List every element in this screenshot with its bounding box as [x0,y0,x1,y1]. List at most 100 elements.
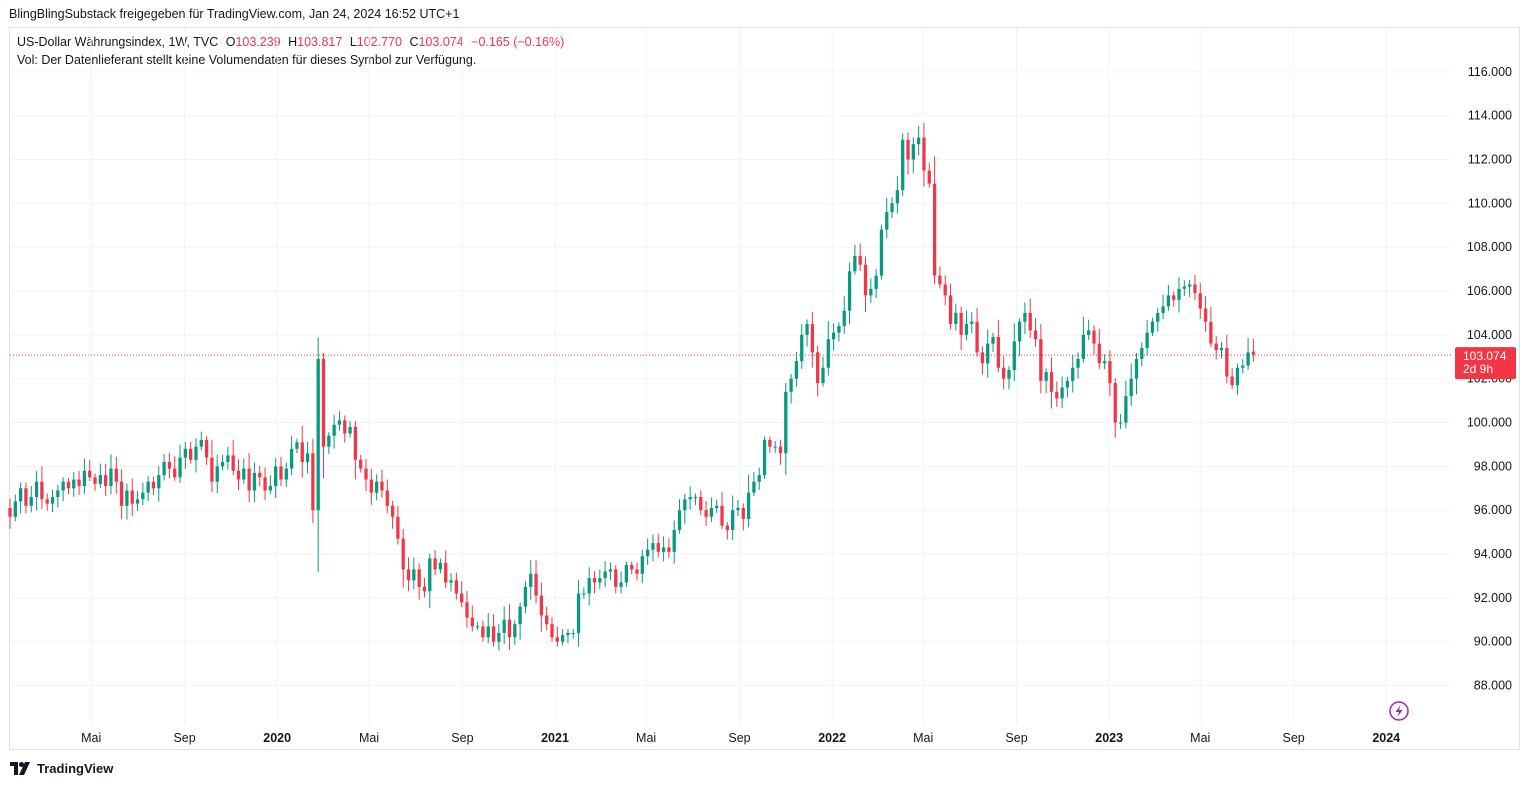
candle-body [672,529,676,552]
candle [1017,318,1022,356]
candle-body [784,391,788,454]
candle [449,573,453,592]
y-tick-label: 96.000 [1474,503,1512,517]
candle [1044,368,1048,394]
candle [943,275,947,306]
candle-body [1198,293,1202,309]
candle-body [890,203,894,213]
candle [773,440,777,453]
candle-body [778,446,783,454]
candle-body [507,619,512,638]
candle [77,470,81,496]
candle-body [1118,422,1123,424]
candle [45,493,49,511]
candle [220,454,225,471]
chart-pane[interactable] [9,27,1520,750]
candle-body [1129,378,1133,397]
candle [916,126,921,156]
candle [1012,323,1016,382]
x-tick-label: Sep [173,731,195,745]
candle-body [752,481,756,493]
footer-brand[interactable]: TradingView [10,761,113,776]
candle-body [321,358,326,447]
candle-body [948,295,953,324]
candle-body [545,615,549,625]
candle [1087,319,1091,340]
candle [731,495,735,540]
candle-body [417,569,421,587]
candle-body [210,457,214,482]
candle [385,479,389,514]
candle-body [151,481,156,489]
candle [1039,324,1043,394]
candle-body [1076,358,1080,368]
candle-body [1246,352,1250,366]
candle-body [1102,361,1107,364]
symbol-legend[interactable]: US-Dollar Währungsindex, 1W, TVC O103.23… [17,35,564,49]
candle-body [465,602,469,618]
candle-body [82,470,87,487]
candle-body [1044,372,1048,381]
candle-body [289,448,294,469]
candle-body [157,475,161,489]
candle-body [220,461,225,467]
candle-body [1033,330,1038,340]
candle-body [141,492,145,500]
candle-body [1214,343,1218,351]
candle-body [491,626,496,642]
candle [980,346,985,375]
candle-body [837,326,841,333]
candle-body [242,468,246,480]
candle [1007,366,1011,390]
candle-body [810,323,815,353]
candle [975,307,979,357]
candle [816,345,820,397]
candle [263,467,267,501]
candle [40,466,44,510]
candle [608,562,613,580]
candle [677,499,682,534]
y-tick-label: 114.000 [1468,109,1512,123]
candle-body [699,497,703,511]
candle [130,478,134,517]
candle [587,567,591,606]
low-value: 102.770 [356,35,402,49]
candle-body [1071,367,1075,381]
candle-body [582,593,586,595]
candle-body [932,183,937,276]
candle-body [523,586,528,607]
candle-body [550,624,554,638]
candle [258,466,262,487]
candle [1182,280,1186,296]
candle-body [438,562,443,570]
x-tick-label: 2023 [1095,731,1123,745]
candle [295,438,299,454]
candle-body [236,470,241,480]
candle [486,612,490,644]
candle-body [587,578,591,594]
candle-body [1049,372,1054,392]
candle-body [369,479,373,493]
candle-body [470,617,474,627]
candle-body [406,569,411,581]
candle-body [964,323,969,335]
candle [226,446,230,470]
candle [545,606,549,631]
candle [353,420,358,480]
lightning-icon[interactable] [1389,701,1409,721]
candle-body [895,190,900,204]
candle [550,617,554,642]
candle-body [624,564,629,583]
candle [284,462,288,487]
candle-body [688,497,692,500]
candle [1049,357,1054,409]
candle-body [1156,312,1160,322]
candle-body [263,477,267,491]
candle-body [991,337,995,344]
candle-body [1150,321,1155,333]
candle [614,565,618,594]
candle-body [486,626,490,638]
candle [417,563,421,600]
candle [715,499,719,513]
